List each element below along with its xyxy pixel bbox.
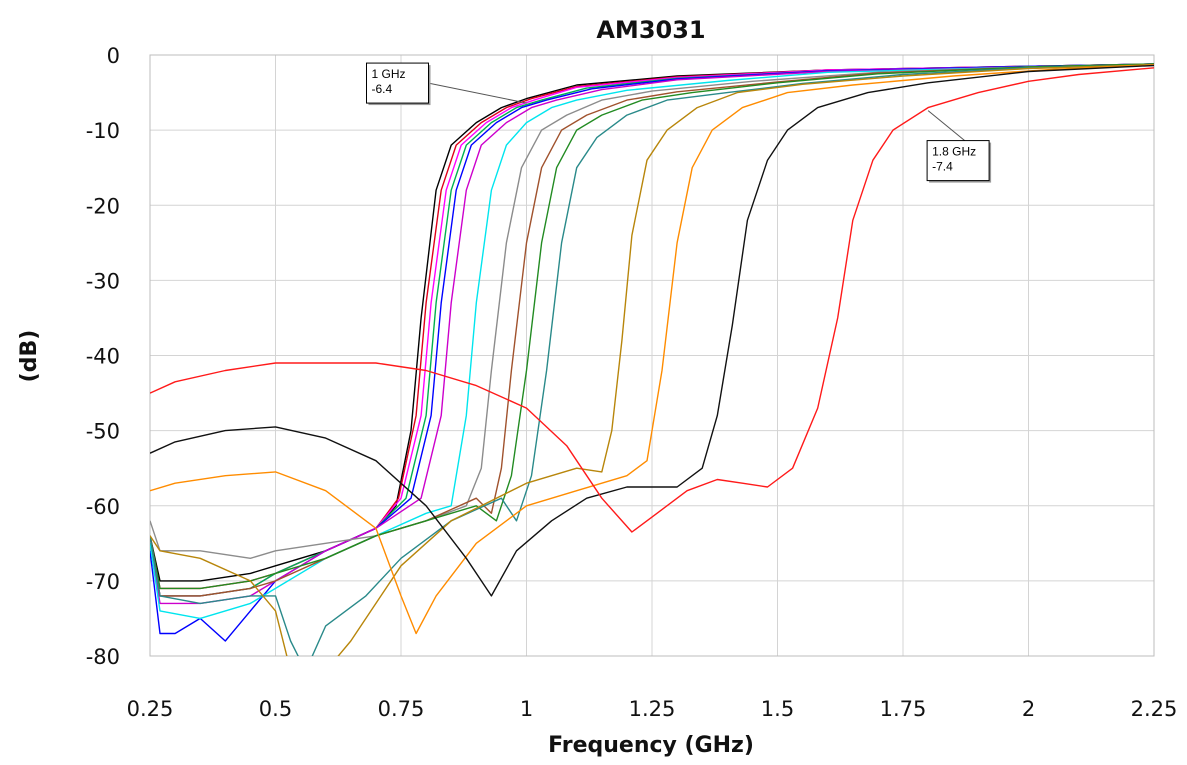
x-tick-label: 0.75	[378, 697, 425, 721]
annotations: 1 GHz-6.4 1.8 GHz-7.4	[366, 62, 992, 183]
x-tick-label: 2.25	[1131, 697, 1178, 721]
y-tick-label: -70	[86, 570, 120, 594]
y-tick-label: -60	[86, 495, 120, 519]
y-tick-label: 0	[107, 44, 120, 68]
chart-title: AM3031	[596, 16, 705, 44]
y-tick-label: -10	[86, 119, 120, 143]
x-axis-ticks: 0.25 0.5 0.75 1 1.25 1.5 1.75 2 2.25	[127, 697, 1178, 721]
x-tick-label: 1.75	[880, 697, 927, 721]
series-line-5	[150, 63, 1154, 642]
annotation-text: 1.8 GHz	[932, 145, 976, 159]
y-tick-label: -30	[86, 269, 120, 293]
series-line-7	[150, 63, 1154, 620]
series-line-11	[150, 64, 1154, 656]
plot-area	[149, 54, 1155, 657]
series-line-1	[150, 63, 1154, 582]
annotation-text: -6.4	[372, 82, 393, 96]
x-tick-label: 0.25	[127, 697, 174, 721]
x-tick-label: 1	[520, 697, 533, 721]
annotation-callout: 1 GHz-6.4	[366, 62, 527, 106]
y-tick-label: -20	[86, 194, 120, 218]
x-tick-label: 1.25	[629, 697, 676, 721]
x-tick-label: 0.5	[259, 697, 292, 721]
series-line-13	[150, 64, 1154, 635]
series-line-6	[150, 63, 1154, 605]
y-tick-label: -80	[86, 645, 120, 669]
series-line-12	[150, 64, 1154, 656]
annotation-box	[366, 62, 429, 104]
y-axis-label: (dB)	[17, 330, 42, 383]
y-axis-ticks: 0 -10 -20 -30 -40 -50 -60 -70 -80	[86, 44, 120, 669]
series-line-8	[150, 63, 1154, 559]
x-tick-label: 1.5	[761, 697, 794, 721]
annotation-box	[926, 140, 990, 182]
series-line-10	[150, 63, 1154, 590]
series-layer	[150, 63, 1154, 656]
series-line-14	[150, 64, 1154, 597]
y-tick-label: -50	[86, 420, 120, 444]
annotation-leader	[428, 82, 527, 104]
y-tick-label: -40	[86, 345, 120, 369]
series-line-9	[150, 63, 1154, 597]
series-line-15	[150, 67, 1154, 533]
annotation-text: -7.4	[932, 160, 953, 174]
annotation-text: 1 GHz	[372, 67, 406, 81]
x-axis-label: Frequency (GHz)	[548, 733, 754, 758]
annotation-callout: 1.8 GHz-7.4	[926, 110, 992, 183]
x-tick-label: 2	[1022, 697, 1035, 721]
